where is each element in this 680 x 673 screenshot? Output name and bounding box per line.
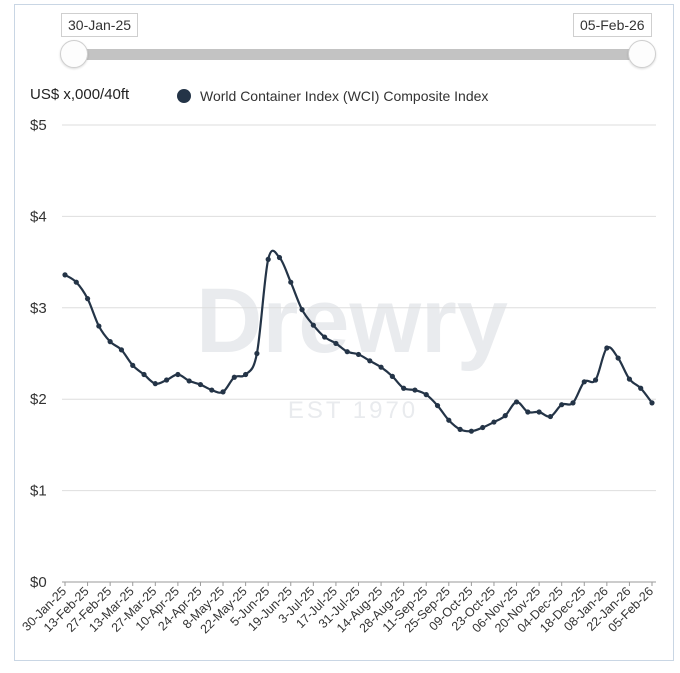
data-point: [322, 334, 328, 340]
data-point: [367, 358, 373, 364]
y-tick-label: $5: [30, 117, 47, 134]
data-point: [536, 409, 542, 415]
data-point: [480, 424, 486, 431]
data-point: [175, 371, 181, 378]
watermark-tagline: EST 1970: [288, 397, 418, 424]
data-point: [130, 362, 136, 368]
y-tick-label: $2: [30, 391, 47, 408]
data-point: [423, 392, 429, 398]
range-end-handle[interactable]: [628, 40, 656, 68]
data-point: [378, 364, 384, 370]
data-point: [265, 256, 271, 262]
data-point: [254, 350, 260, 357]
y-tick-label: $0: [30, 574, 47, 591]
data-point: [152, 381, 158, 387]
data-point: [220, 389, 226, 395]
legend-item[interactable]: World Container Index (WCI) Composite In…: [177, 88, 488, 104]
data-point: [96, 323, 102, 329]
data-point: [559, 402, 565, 408]
data-point: [209, 387, 215, 393]
data-point: [299, 307, 305, 313]
data-point: [592, 377, 599, 383]
data-point: [401, 385, 407, 391]
data-point: [604, 345, 610, 351]
data-point: [163, 377, 170, 383]
range-slider-track[interactable]: [72, 49, 644, 60]
range-start-label: 30-Jan-25: [61, 13, 139, 37]
y-axis-ticks: $0 $1 $2 $3 $4 $5: [30, 117, 47, 591]
data-point: [243, 371, 249, 378]
data-point: [231, 374, 237, 380]
data-point: [186, 378, 192, 384]
watermark: Drewry EST 1970: [196, 270, 508, 424]
data-point: [107, 339, 113, 345]
range-end-label: 05-Feb-26: [573, 13, 652, 37]
data-point: [491, 419, 497, 425]
y-tick-label: $3: [30, 300, 47, 317]
data-point: [141, 371, 147, 378]
data-point: [62, 272, 68, 278]
y-axis-unit-label: US$ x,000/40ft: [30, 86, 130, 103]
data-point: [355, 351, 362, 358]
grid-lines: [62, 124, 656, 583]
data-point: [502, 413, 508, 419]
chart-frame: [14, 4, 674, 661]
watermark-brand: Drewry: [196, 270, 508, 372]
data-point: [84, 296, 91, 302]
data-point: [547, 413, 554, 420]
data-point: [649, 400, 655, 406]
legend-marker-icon: [177, 89, 191, 103]
range-start-handle[interactable]: [60, 40, 88, 68]
data-point: [412, 387, 418, 393]
data-point: [73, 279, 79, 285]
data-point: [310, 322, 316, 328]
x-axis: 30-Jan-2513-Feb-2527-Feb-2513-Mar-2527-M…: [19, 582, 656, 636]
data-point: [276, 254, 283, 261]
series-layer: [62, 249, 655, 434]
data-point: [344, 349, 350, 355]
legend-label: World Container Index (WCI) Composite In…: [200, 88, 489, 104]
data-point: [626, 376, 633, 382]
data-point: [638, 385, 644, 391]
data-point: [288, 279, 294, 285]
data-point: [446, 417, 452, 423]
data-point: [468, 428, 474, 434]
data-point: [581, 379, 587, 385]
y-tick-label: $4: [30, 208, 47, 225]
data-point: [615, 355, 621, 361]
y-tick-label: $1: [30, 483, 47, 500]
data-point: [197, 381, 204, 388]
data-point: [389, 373, 395, 379]
data-point: [570, 400, 576, 406]
data-point: [525, 409, 531, 415]
data-point: [513, 399, 520, 405]
data-point: [333, 340, 339, 347]
data-point: [118, 347, 125, 353]
data-point: [434, 402, 441, 409]
data-point: [457, 426, 463, 432]
